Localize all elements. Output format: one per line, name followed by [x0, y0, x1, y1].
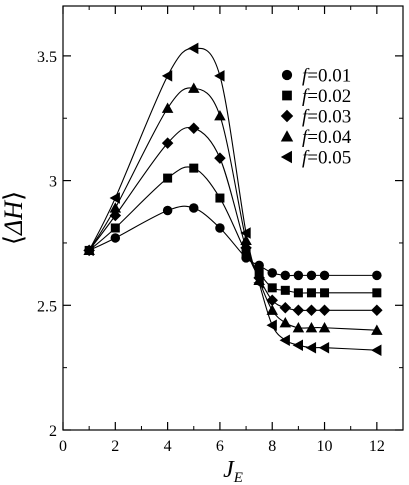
data-point [109, 202, 122, 213]
x-axis-label: JE [223, 457, 243, 485]
y-tick-label: 3.5 [37, 49, 57, 66]
data-point [267, 268, 277, 278]
data-point [293, 288, 303, 298]
x-tick-label: 8 [268, 438, 276, 455]
axis-ticks [62, 6, 403, 431]
series-line-2 [88, 166, 377, 294]
legend-label: f=0.03 [302, 107, 351, 128]
data-point [318, 321, 331, 333]
x-tick-label: 10 [317, 438, 333, 455]
series-line-1 [88, 205, 377, 277]
data-point [371, 304, 383, 317]
data-point [292, 321, 305, 333]
data-point [254, 260, 264, 271]
data-point [161, 137, 174, 149]
data-point [215, 223, 225, 233]
data-point [188, 82, 200, 93]
data-point [214, 70, 225, 82]
data-point [318, 304, 331, 317]
y-axis-label: ⟨ΔH⟩ [0, 191, 28, 245]
data-point [253, 277, 264, 289]
plot-frame [62, 5, 404, 431]
data-point [371, 344, 382, 356]
data-point [306, 288, 316, 298]
y-tick-label: 2.5 [37, 298, 57, 315]
data-point [279, 334, 290, 346]
x-tick-label: 2 [111, 438, 119, 455]
data-point [109, 209, 122, 222]
data-point [161, 70, 173, 82]
legend-marker [280, 130, 294, 142]
axis-titles: JE ⟨ΔH⟩ [0, 191, 243, 485]
legend-label: f=0.02 [302, 86, 351, 107]
data-point [161, 102, 174, 113]
data-point [280, 270, 291, 281]
data-point [319, 270, 330, 281]
data-point [306, 270, 317, 281]
data-point [372, 288, 382, 298]
data-point [214, 152, 226, 164]
data-point [163, 173, 173, 183]
data-point [372, 270, 382, 281]
data-point [320, 288, 330, 298]
data-point [371, 324, 383, 335]
data-point [188, 122, 200, 134]
x-tick-label: 0 [59, 438, 67, 455]
data-point [267, 283, 277, 293]
legend-label: f=0.04 [302, 127, 352, 148]
data-point [189, 163, 199, 173]
data-point [293, 270, 304, 281]
data-point [279, 317, 292, 328]
data-point [83, 244, 94, 257]
data-point [110, 223, 120, 233]
data-point [240, 234, 252, 246]
legend-marker [282, 90, 292, 101]
x-tick-label: 4 [164, 438, 172, 455]
data-point [318, 341, 330, 354]
data-point [214, 109, 226, 121]
legend-label: f=0.05 [302, 148, 351, 169]
data-point [189, 203, 199, 213]
data-point [266, 319, 277, 331]
x-tick-label: 6 [216, 438, 224, 455]
data-point [240, 242, 252, 254]
x-tick-label: 12 [369, 438, 385, 455]
legend-marker [280, 109, 294, 123]
data-point [188, 42, 199, 55]
y-tick-label: 2 [49, 423, 57, 440]
data-point [292, 339, 303, 351]
data-point [215, 193, 225, 203]
data-point [266, 294, 278, 307]
data-point [279, 302, 292, 314]
legend-marker [281, 69, 293, 81]
data-point [292, 304, 305, 317]
data-point [305, 341, 317, 354]
y-tick-label: 3 [49, 174, 57, 191]
legend-label: f=0.01 [302, 66, 351, 87]
series-markers [83, 42, 383, 356]
data-point [280, 285, 290, 295]
data-point [109, 192, 120, 204]
data-point [110, 233, 121, 243]
legend-marker [280, 150, 292, 164]
data-point [266, 304, 278, 315]
data-point [240, 227, 251, 239]
legend: f=0.01f=0.02f=0.03f=0.04f=0.05 [280, 66, 352, 169]
data-point [162, 205, 173, 216]
data-point [305, 321, 318, 333]
data-point [305, 304, 318, 317]
